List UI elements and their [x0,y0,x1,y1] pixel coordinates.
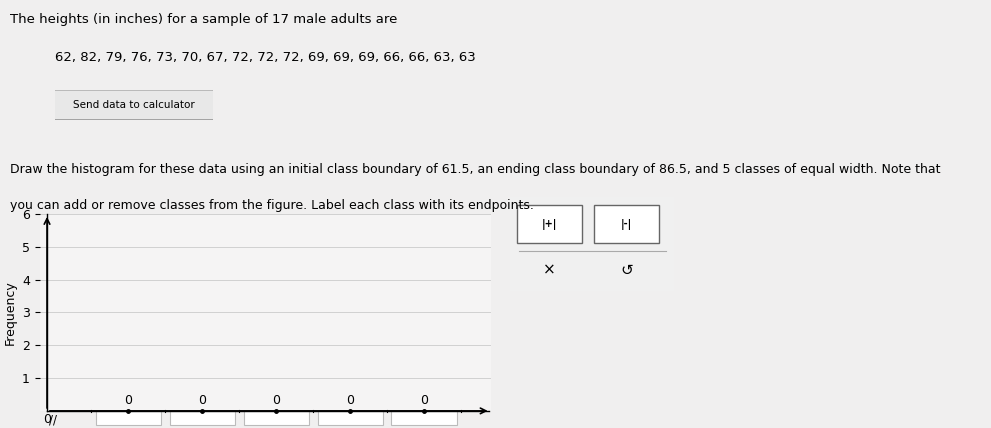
Text: |-|: |-| [620,219,632,230]
FancyBboxPatch shape [517,205,583,243]
Text: 62, 82, 79, 76, 73, 70, 67, 72, 72, 72, 69, 69, 69, 66, 66, 63, 63: 62, 82, 79, 76, 73, 70, 67, 72, 72, 72, … [55,51,476,64]
Bar [391,411,457,425]
Text: The heights (in inches) for a sample of 17 male adults are: The heights (in inches) for a sample of … [10,13,397,26]
Bar [244,411,309,425]
Y-axis label: Frequency: Frequency [3,280,17,345]
FancyBboxPatch shape [594,205,659,243]
Bar [96,411,161,425]
Text: 0: 0 [124,394,133,407]
Text: 0: 0 [273,394,280,407]
Text: you can add or remove classes from the figure. Label each class with its endpoin: you can add or remove classes from the f… [10,199,534,212]
Text: 0: 0 [198,394,206,407]
Text: 0: 0 [420,394,428,407]
Text: 0: 0 [43,413,51,426]
Bar [169,411,235,425]
Text: //: // [49,413,56,426]
Text: Draw the histogram for these data using an initial class boundary of 61.5, an en: Draw the histogram for these data using … [10,163,940,175]
Text: 0: 0 [346,394,354,407]
Text: ×: × [543,263,556,278]
Bar [317,411,383,425]
FancyBboxPatch shape [507,195,677,293]
Text: Send data to calculator: Send data to calculator [73,100,194,110]
FancyBboxPatch shape [49,90,219,120]
Text: |+|: |+| [542,219,557,230]
Text: ↺: ↺ [620,263,633,278]
